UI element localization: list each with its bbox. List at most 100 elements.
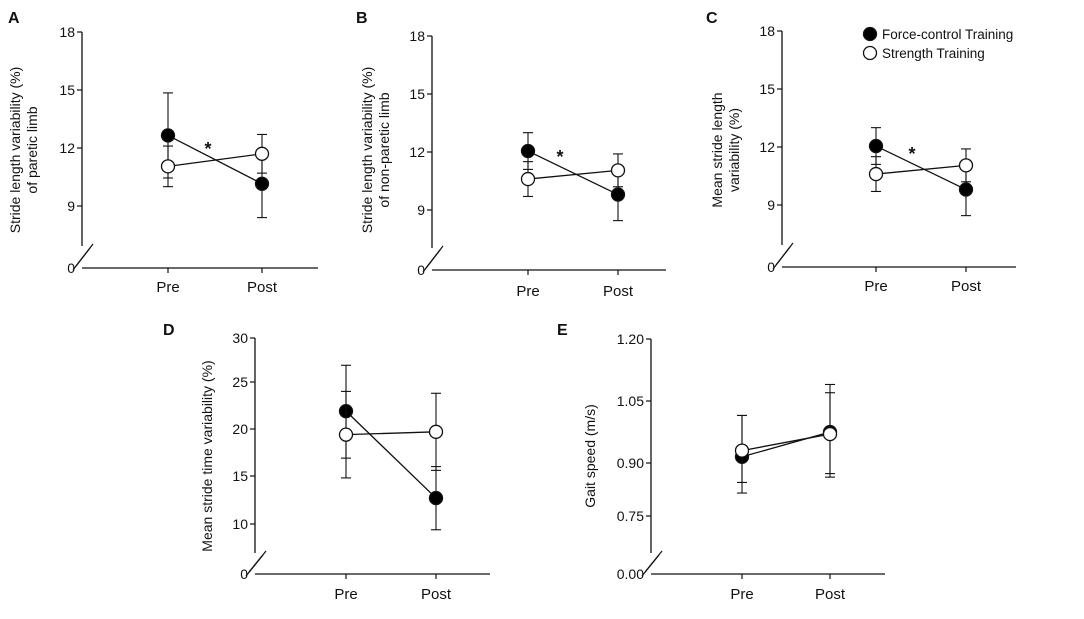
series-force-control-training xyxy=(734,383,838,494)
y-tick-label: 10 xyxy=(232,516,248,532)
data-point-post xyxy=(254,176,270,191)
panel-b: B 0 9 12 15 18 Pre Post Stride length variabilit… xyxy=(356,10,666,300)
y-tick-label: 20 xyxy=(232,421,248,437)
data-point-post xyxy=(610,187,626,202)
axis-break-stroke xyxy=(422,249,441,273)
y-tick-label: 15 xyxy=(232,468,248,484)
legend-marker xyxy=(862,45,878,61)
y-tick-label: 0.75 xyxy=(617,508,644,524)
x-tick-label-post: Post xyxy=(951,278,982,295)
y-axis-label-line: Mean stride length xyxy=(709,92,725,207)
significance-asterisk: * xyxy=(908,144,915,164)
panel-letter: C xyxy=(706,10,718,27)
series-line xyxy=(741,433,831,452)
x-tick-label-post: Post xyxy=(421,586,452,603)
y-tick-label: 12 xyxy=(59,140,75,156)
series-line xyxy=(527,150,619,196)
panel-letter: A xyxy=(8,10,20,27)
legend: Force-control Training Strength Training xyxy=(862,26,1013,61)
data-point-post xyxy=(254,146,270,161)
panel-letter: E xyxy=(557,322,568,339)
y-tick-label: 9 xyxy=(67,198,75,214)
data-point-pre xyxy=(338,427,354,442)
data-point-pre xyxy=(734,443,750,458)
legend-item: Force-control Training xyxy=(862,26,1013,42)
x-tick-label-post: Post xyxy=(603,283,634,300)
y-tick-label: 0 xyxy=(417,262,425,278)
axis-break-marks xyxy=(422,245,444,273)
data-point-post xyxy=(610,163,626,178)
y-axis-label-line: Mean stride time variability (%) xyxy=(199,360,215,551)
series-strength-training xyxy=(338,390,444,479)
x-tick-label-pre: Pre xyxy=(516,283,539,300)
y-axis-label: Stride length variability (%)of paretic … xyxy=(7,67,40,234)
y-axis-label: Gait speed (m/s) xyxy=(582,404,598,507)
data-point-post xyxy=(958,158,974,173)
y-tick-label: 18 xyxy=(59,24,75,40)
y-axis-label-line: Gait speed (m/s) xyxy=(582,404,598,507)
axis-break-stroke xyxy=(72,247,91,271)
y-tick-label: 0 xyxy=(67,260,75,276)
data-point-pre xyxy=(520,143,536,159)
series-line xyxy=(345,410,437,499)
significance-asterisk: * xyxy=(556,147,563,167)
legend-label: Strength Training xyxy=(882,46,985,61)
y-tick-label: 1.05 xyxy=(617,393,644,409)
y-axis-label-line: variability (%) xyxy=(726,108,742,192)
series-line xyxy=(741,431,831,458)
y-tick-label: 0 xyxy=(767,259,775,275)
x-tick-label-pre: Pre xyxy=(864,278,887,295)
panel-letter: D xyxy=(163,322,175,339)
series-strength-training xyxy=(520,153,626,198)
x-tick-label-post: Post xyxy=(247,279,278,296)
y-tick-label: 18 xyxy=(759,23,775,39)
x-tick-label-post: Post xyxy=(815,586,846,603)
axis-break-marks xyxy=(772,242,794,270)
y-tick-label: 15 xyxy=(59,82,75,98)
series-line xyxy=(527,169,619,180)
axis-break-stroke xyxy=(641,554,660,577)
y-tick-label: 9 xyxy=(417,202,425,218)
panel-d: D 0 10 15 20 25 30 Pre Post Mean stride time vari… xyxy=(163,322,490,603)
panel-c: C 0 9 12 15 18 Pre Post Mean stride lengthvariab… xyxy=(706,10,1016,295)
series-line xyxy=(875,164,967,175)
legend-label: Force-control Training xyxy=(882,27,1013,42)
y-tick-label: 0.90 xyxy=(617,455,644,471)
y-axis-label-line: of non-paretic limb xyxy=(376,92,392,207)
data-point-pre xyxy=(868,166,884,182)
data-point-post xyxy=(822,426,838,442)
data-point-pre xyxy=(160,159,176,174)
series-line xyxy=(345,431,437,436)
significance-asterisk: * xyxy=(204,139,211,159)
y-tick-label: 0 xyxy=(240,566,248,582)
y-tick-label: 30 xyxy=(232,330,248,346)
x-tick-label-pre: Pre xyxy=(730,586,753,603)
y-axis-label: Stride length variability (%)of non-pare… xyxy=(359,67,392,234)
panel-e: E 0.00 0.75 0.90 1.05 1.20 Pre Post Gait speed (… xyxy=(557,322,885,603)
legend-item: Strength Training xyxy=(862,45,985,61)
series-force-control-training xyxy=(868,127,974,217)
y-tick-label: 1.20 xyxy=(617,331,644,347)
axis-break-stroke xyxy=(245,554,264,577)
series-force-control-training xyxy=(338,364,444,531)
y-tick-label: 18 xyxy=(409,28,425,44)
y-axis-label-line: Stride length variability (%) xyxy=(359,67,375,234)
y-axis-label: Mean stride time variability (%) xyxy=(199,360,215,551)
y-tick-label: 12 xyxy=(409,144,425,160)
panel-a: A 0 9 12 15 18 Pre Post Stride length variabilit… xyxy=(7,10,318,296)
series-strength-training xyxy=(868,148,974,193)
y-tick-label: 12 xyxy=(759,139,775,155)
x-tick-label-pre: Pre xyxy=(156,279,179,296)
y-axis-label-line: of paretic limb xyxy=(24,106,40,193)
y-tick-label: 0.00 xyxy=(617,566,644,582)
y-tick-label: 15 xyxy=(409,86,425,102)
axis-break-marks xyxy=(641,550,663,577)
data-point-post xyxy=(958,182,974,197)
axis-break-stroke xyxy=(772,246,791,270)
data-point-pre xyxy=(520,171,536,187)
y-axis-label: Mean stride lengthvariability (%) xyxy=(709,92,742,207)
panel-letter: B xyxy=(356,10,368,27)
axis-break-marks xyxy=(72,243,94,271)
series-force-control-training xyxy=(520,132,626,222)
